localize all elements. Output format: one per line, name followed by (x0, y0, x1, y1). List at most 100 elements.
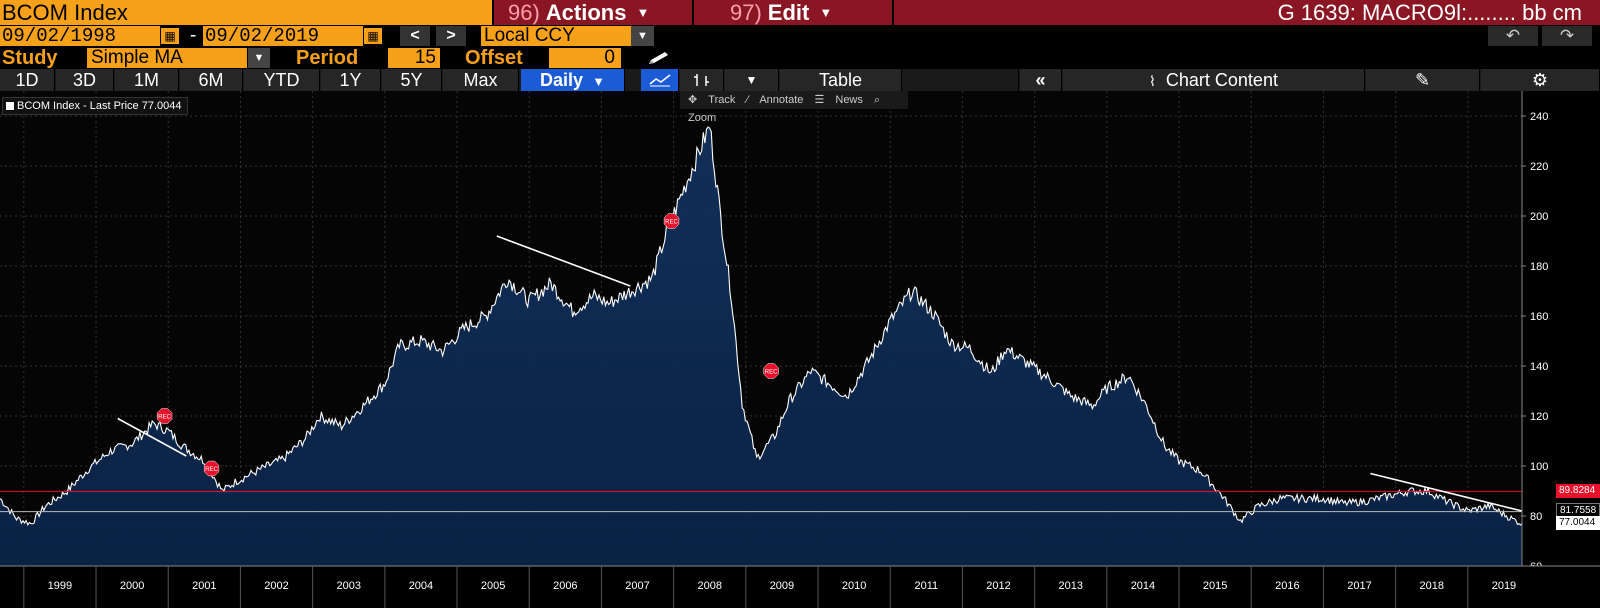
toolbar: 1D 3D 1M 6M YTD 1Y 5Y Max Daily ▼ ▼ Tabl… (0, 69, 1600, 91)
x-tick-label: 2001 (192, 580, 216, 592)
price-area (0, 127, 1522, 566)
ma-price-tag: 81.7558 (1556, 502, 1600, 517)
period-input[interactable]: 15 (388, 48, 440, 68)
frequency-label: Daily (540, 70, 584, 90)
x-tick-label: 1999 (48, 580, 72, 592)
edit-chart-icon[interactable]: ✎ (1366, 69, 1480, 91)
y-tick-label: 200 (1530, 211, 1548, 223)
range-ytd[interactable]: YTD (244, 69, 320, 91)
study-bar: Study Simple MA ▼ Period 15 Offset 0 (0, 47, 1600, 69)
x-tick-label: 2008 (697, 580, 721, 592)
range-5y[interactable]: 5Y (382, 69, 442, 91)
x-tick-label: 2015 (1203, 580, 1227, 592)
currency-select[interactable]: Local CCY (481, 26, 631, 46)
y-tick-label: 160 (1530, 311, 1548, 323)
annotate-label: Annotate (759, 94, 804, 106)
x-tick-label: 2013 (1059, 580, 1083, 592)
chart-content-button[interactable]: ⌇ Chart Content (1063, 69, 1365, 91)
edit-label: Edit (767, 0, 810, 25)
start-date-input[interactable]: 09/02/1998 (0, 26, 160, 46)
y-tick-label: 220 (1530, 161, 1548, 173)
collapse-button[interactable]: « (1020, 69, 1062, 91)
event-marker-icon (763, 363, 779, 379)
x-tick-label: 2009 (770, 580, 794, 592)
table-button[interactable]: Table (780, 69, 902, 91)
chevron-down-icon: ▼ (636, 5, 650, 20)
x-tick-label: 2003 (336, 580, 360, 592)
trend-line (496, 235, 631, 287)
y-tick-label: 80 (1530, 511, 1542, 523)
toolbar-spacer (903, 69, 1019, 91)
x-tick-label: 2012 (986, 580, 1010, 592)
period-label: Period (296, 47, 359, 69)
gear-icon[interactable]: ⚙ (1481, 69, 1600, 91)
chart-content-label: Chart Content (1165, 70, 1278, 90)
zoom-label: Zoom (688, 112, 717, 124)
range-1d[interactable]: 1D (0, 69, 55, 91)
redo-icon[interactable]: ↷ (1542, 26, 1592, 46)
calendar-icon[interactable]: ▦ (364, 28, 382, 44)
pencil-icon[interactable] (647, 50, 675, 66)
offset-input[interactable]: 0 (549, 48, 621, 68)
news-tool[interactable]: ☰ News (814, 94, 863, 106)
x-tick-label: 2002 (264, 580, 288, 592)
chevron-down-icon[interactable]: ▼ (248, 48, 270, 68)
undo-icon[interactable]: ↶ (1488, 26, 1538, 46)
y-tick-label: 240 (1530, 111, 1548, 123)
annotate-tool[interactable]: ⁄ Annotate (746, 94, 804, 106)
range-3d[interactable]: 3D (56, 69, 114, 91)
x-tick-label: 2018 (1420, 580, 1444, 592)
event-marker-icon (203, 460, 220, 477)
event-marker-label: REC (158, 415, 171, 421)
track-tool[interactable]: ✥ Track (688, 94, 736, 106)
event-marker-icon (663, 213, 680, 229)
x-tick-label: 2010 (842, 580, 866, 592)
actions-label: Actions (545, 0, 627, 25)
line-chart-icon[interactable] (641, 69, 679, 91)
chart-tools: ✥ Track ⁄ Annotate ☰ News ⌕ Zoom (680, 91, 908, 124)
trend-line (117, 417, 187, 457)
title-bar: BCOM Index 96) Actions ▼ 97) Edit ▼ G 1639: … (0, 0, 1600, 25)
x-tick-label: 2000 (120, 580, 144, 592)
range-1m[interactable]: 1M (115, 69, 179, 91)
x-tick-label: 2014 (1131, 580, 1155, 592)
date-separator: - (190, 25, 197, 46)
x-tick-label: 2007 (625, 580, 649, 592)
y-tick-label: 180 (1530, 261, 1548, 273)
study-label: Study (2, 47, 58, 69)
price-line (0, 126, 1523, 526)
trend-line (1370, 472, 1523, 512)
edit-menu-button[interactable]: 97) Edit ▼ (694, 0, 892, 25)
news-label: News (835, 94, 863, 106)
legend-text: BCOM Index - Last Price 77.0044 (17, 100, 182, 112)
range-max[interactable]: Max (443, 69, 519, 91)
chevron-down-icon[interactable]: ▼ (725, 69, 779, 91)
chart-content-icon: ⌇ (1149, 73, 1156, 89)
x-tick-label: 2006 (553, 580, 577, 592)
next-period-button[interactable]: > (436, 26, 466, 46)
event-marker-label: REC (205, 467, 218, 473)
x-tick-label: 2016 (1275, 580, 1299, 592)
chart-legend[interactable]: BCOM Index - Last Price 77.0044 (2, 97, 188, 115)
bar-chart-icon[interactable] (680, 69, 724, 91)
x-tick-label: 2005 (481, 580, 505, 592)
chevron-down-icon: ▼ (592, 74, 605, 89)
frequency-select[interactable]: Daily ▼ (521, 69, 625, 91)
calendar-icon[interactable]: ▦ (161, 28, 179, 44)
range-6m[interactable]: 6M (180, 69, 243, 91)
chevron-down-icon[interactable]: ▼ (631, 26, 654, 46)
y-tick-label: 140 (1530, 361, 1548, 373)
security-field[interactable]: BCOM Index (0, 0, 492, 25)
prev-period-button[interactable]: < (400, 26, 430, 46)
date-range-bar: 09/02/1998 ▦ - 09/02/2019 ▦ < > Local CC… (0, 25, 1600, 47)
y-tick-label: 120 (1530, 411, 1548, 423)
chevron-down-icon: ▼ (819, 5, 833, 20)
range-1y[interactable]: 1Y (321, 69, 381, 91)
zoom-tool[interactable]: ⌕ Zoom (688, 94, 881, 124)
end-date-input[interactable]: 09/02/2019 (203, 26, 363, 46)
actions-menu-button[interactable]: 96) Actions ▼ (494, 0, 692, 25)
study-select[interactable]: Simple MA (87, 48, 247, 68)
x-axis-band (0, 566, 1600, 608)
